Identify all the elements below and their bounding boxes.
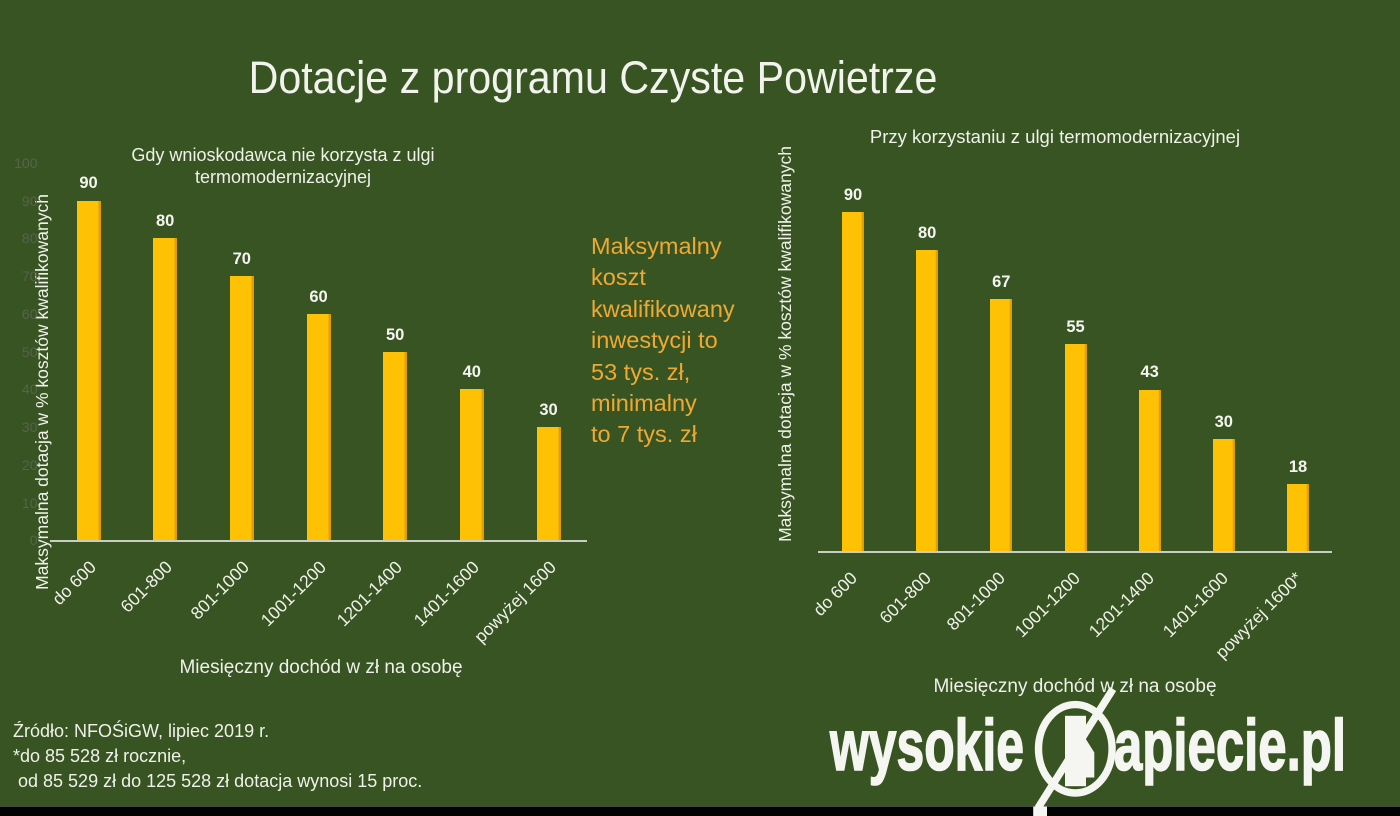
svg-text:apiecie.pl: apiecie.pl bbox=[1114, 706, 1346, 786]
svg-text:wysokie: wysokie bbox=[829, 706, 1024, 786]
